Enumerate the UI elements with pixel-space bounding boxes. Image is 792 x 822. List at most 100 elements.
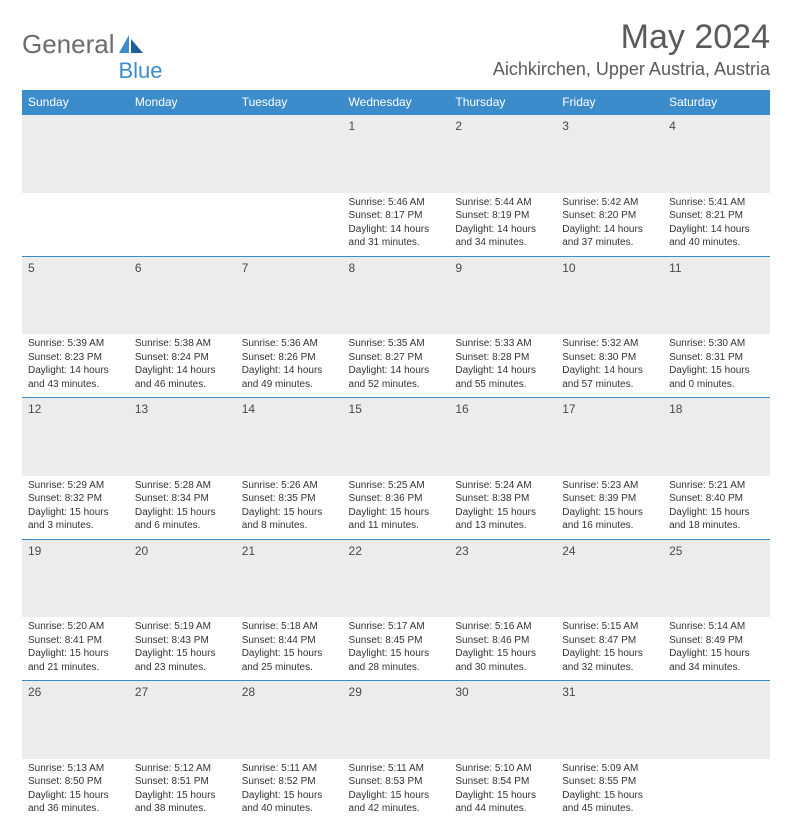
empty-cell [129,115,236,193]
day-info-text: Sunrise: 5:10 AMSunset: 8:54 PMDaylight:… [455,762,550,816]
day-number-cell: 22 [343,539,450,617]
day-number-cell: 25 [663,539,770,617]
day-number: 3 [562,118,657,134]
day-info-cell: Sunrise: 5:39 AMSunset: 8:23 PMDaylight:… [22,334,129,398]
day-number-cell: 13 [129,398,236,476]
day-number: 25 [669,543,764,559]
day-number: 9 [455,260,550,276]
day-info-text: Sunrise: 5:29 AMSunset: 8:32 PMDaylight:… [28,479,123,533]
day-number: 1 [349,118,444,134]
day-number: 24 [562,543,657,559]
title-block: May 2024 Aichkirchen, Upper Austria, Aus… [493,18,770,80]
day-info-text: Sunrise: 5:28 AMSunset: 8:34 PMDaylight:… [135,479,230,533]
day-info-cell: Sunrise: 5:18 AMSunset: 8:44 PMDaylight:… [236,617,343,681]
day-info-text: Sunrise: 5:44 AMSunset: 8:19 PMDaylight:… [455,196,550,250]
day-number: 12 [28,401,123,417]
day-number: 21 [242,543,337,559]
day-number-cell: 18 [663,398,770,476]
day-info-cell: Sunrise: 5:13 AMSunset: 8:50 PMDaylight:… [22,759,129,822]
day-number: 11 [669,260,764,276]
day-info-cell: Sunrise: 5:19 AMSunset: 8:43 PMDaylight:… [129,617,236,681]
day-number: 5 [28,260,123,276]
day-info-cell: Sunrise: 5:36 AMSunset: 8:26 PMDaylight:… [236,334,343,398]
day-info-cell: Sunrise: 5:23 AMSunset: 8:39 PMDaylight:… [556,476,663,540]
day-info-text: Sunrise: 5:13 AMSunset: 8:50 PMDaylight:… [28,762,123,816]
day-number-cell: 3 [556,115,663,193]
empty-cell [663,759,770,822]
empty-cell [236,115,343,193]
day-number: 26 [28,684,123,700]
day-info-cell: Sunrise: 5:41 AMSunset: 8:21 PMDaylight:… [663,193,770,257]
day-number-cell: 12 [22,398,129,476]
day-number: 23 [455,543,550,559]
day-number: 16 [455,401,550,417]
day-info-text: Sunrise: 5:39 AMSunset: 8:23 PMDaylight:… [28,337,123,391]
day-info-text: Sunrise: 5:25 AMSunset: 8:36 PMDaylight:… [349,479,444,533]
day-number: 6 [135,260,230,276]
day-number: 31 [562,684,657,700]
day-info-cell: Sunrise: 5:25 AMSunset: 8:36 PMDaylight:… [343,476,450,540]
day-number-cell: 31 [556,681,663,759]
day-number-cell: 20 [129,539,236,617]
empty-cell [663,681,770,759]
day-number: 8 [349,260,444,276]
day-number-cell: 28 [236,681,343,759]
day-info-text: Sunrise: 5:12 AMSunset: 8:51 PMDaylight:… [135,762,230,816]
weekday-header: Monday [129,90,236,115]
day-number-cell: 19 [22,539,129,617]
logo: General Blue [22,18,163,70]
weekday-header: Saturday [663,90,770,115]
day-info-cell: Sunrise: 5:21 AMSunset: 8:40 PMDaylight:… [663,476,770,540]
day-number-cell: 11 [663,256,770,334]
day-number: 13 [135,401,230,417]
day-number-cell: 2 [449,115,556,193]
day-number-cell: 16 [449,398,556,476]
day-info-cell: Sunrise: 5:11 AMSunset: 8:53 PMDaylight:… [343,759,450,822]
empty-cell [129,193,236,257]
day-info-text: Sunrise: 5:15 AMSunset: 8:47 PMDaylight:… [562,620,657,674]
day-info-text: Sunrise: 5:11 AMSunset: 8:52 PMDaylight:… [242,762,337,816]
day-info-cell: Sunrise: 5:11 AMSunset: 8:52 PMDaylight:… [236,759,343,822]
day-info-cell: Sunrise: 5:46 AMSunset: 8:17 PMDaylight:… [343,193,450,257]
day-info-cell: Sunrise: 5:09 AMSunset: 8:55 PMDaylight:… [556,759,663,822]
day-number-cell: 9 [449,256,556,334]
day-info-text: Sunrise: 5:38 AMSunset: 8:24 PMDaylight:… [135,337,230,391]
day-number-row: 56789 10 11 [22,256,770,334]
day-number: 4 [669,118,764,134]
day-info-text: Sunrise: 5:33 AMSunset: 8:28 PMDaylight:… [455,337,550,391]
day-number-cell: 10 [556,256,663,334]
day-info-text: Sunrise: 5:35 AMSunset: 8:27 PMDaylight:… [349,337,444,391]
day-number-cell: 4 [663,115,770,193]
empty-cell [236,193,343,257]
day-info-cell: Sunrise: 5:44 AMSunset: 8:19 PMDaylight:… [449,193,556,257]
day-number: 29 [349,684,444,700]
day-info-text: Sunrise: 5:09 AMSunset: 8:55 PMDaylight:… [562,762,657,816]
day-info-cell: Sunrise: 5:33 AMSunset: 8:28 PMDaylight:… [449,334,556,398]
day-number-cell: 6 [129,256,236,334]
weekday-header: Sunday [22,90,129,115]
location: Aichkirchen, Upper Austria, Austria [493,59,770,80]
empty-cell [22,193,129,257]
day-info-cell: Sunrise: 5:24 AMSunset: 8:38 PMDaylight:… [449,476,556,540]
day-number-cell: 27 [129,681,236,759]
day-number: 7 [242,260,337,276]
day-number: 18 [669,401,764,417]
calendar-table: SundayMondayTuesdayWednesdayThursdayFrid… [22,90,770,822]
day-info-text: Sunrise: 5:36 AMSunset: 8:26 PMDaylight:… [242,337,337,391]
day-number-row: 1234 [22,115,770,193]
weekday-header: Thursday [449,90,556,115]
day-number-cell: 14 [236,398,343,476]
logo-text-1: General [22,29,115,60]
day-info-cell: Sunrise: 5:42 AMSunset: 8:20 PMDaylight:… [556,193,663,257]
day-number: 10 [562,260,657,276]
weekday-header-row: SundayMondayTuesdayWednesdayThursdayFrid… [22,90,770,115]
day-info-cell: Sunrise: 5:38 AMSunset: 8:24 PMDaylight:… [129,334,236,398]
weekday-header: Friday [556,90,663,115]
day-info-text: Sunrise: 5:21 AMSunset: 8:40 PMDaylight:… [669,479,764,533]
month-title: May 2024 [493,18,770,57]
day-info-text: Sunrise: 5:18 AMSunset: 8:44 PMDaylight:… [242,620,337,674]
day-number-cell: 8 [343,256,450,334]
day-info-text: Sunrise: 5:19 AMSunset: 8:43 PMDaylight:… [135,620,230,674]
day-info-cell: Sunrise: 5:15 AMSunset: 8:47 PMDaylight:… [556,617,663,681]
logo-sail-icon [119,35,143,53]
